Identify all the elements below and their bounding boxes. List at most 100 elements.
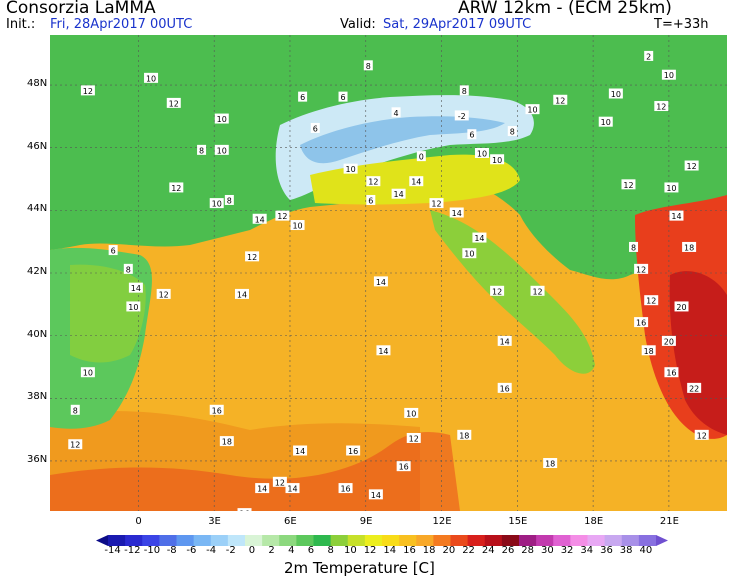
- isotherm-label: 8: [629, 241, 639, 252]
- colorbar-swatch: [313, 535, 332, 546]
- colorbar-tick-label: 22: [462, 545, 475, 556]
- colorbar-swatch: [553, 535, 571, 546]
- colorbar-swatch: [501, 535, 520, 546]
- svg-text:10: 10: [83, 369, 93, 378]
- colorbar-max-arrow: [656, 535, 668, 546]
- svg-text:6: 6: [313, 124, 318, 133]
- isotherm-label: 10: [474, 148, 489, 159]
- isotherm-label: 14: [293, 445, 308, 456]
- colorbar-tick-label: 12: [363, 545, 377, 556]
- isotherm-labels: 1010121210810121081412106128141210141081…: [68, 50, 709, 511]
- colorbar-unit-label: 2m Temperature [C]: [284, 559, 435, 577]
- isotherm-label: 18: [543, 458, 558, 469]
- north-africa-land: [50, 432, 460, 511]
- colorbar-tick-label: -6: [186, 545, 197, 556]
- svg-text:14: 14: [376, 278, 386, 287]
- isotherm-label: 16: [338, 483, 353, 494]
- valid-value: Sat, 29Apr2017 09UTC: [383, 17, 532, 32]
- svg-text:12: 12: [275, 478, 285, 487]
- svg-text:10: 10: [212, 200, 222, 209]
- isotherm-label: 14: [255, 483, 270, 494]
- svg-text:16: 16: [399, 463, 409, 472]
- svg-text:12: 12: [636, 265, 646, 274]
- greece-hot-core: [669, 271, 727, 435]
- isotherm-label: 10: [404, 407, 419, 418]
- isotherm-label: 10: [126, 301, 141, 312]
- isotherm-label: 14: [376, 345, 391, 356]
- svg-text:12: 12: [623, 181, 633, 190]
- svg-text:0: 0: [419, 153, 424, 162]
- isotherm-label: 8: [224, 194, 234, 205]
- isotherm-label: 6: [108, 245, 118, 256]
- svg-text:16: 16: [636, 319, 646, 328]
- latitude-label: 42N: [27, 266, 48, 277]
- isotherm-label: 18: [457, 429, 472, 440]
- isotherm-label: -2: [454, 110, 469, 121]
- colorbar-tick-label: 38: [619, 545, 633, 556]
- model-title: ARW 12km - (ECM 25km): [458, 0, 672, 18]
- colorbar-swatch: [347, 535, 366, 546]
- isotherm-label: 12: [80, 85, 95, 96]
- isotherm-label: 10: [144, 72, 159, 83]
- longitude-label: 15E: [508, 516, 528, 527]
- colorbar-swatch: [536, 535, 554, 546]
- svg-text:8: 8: [366, 62, 371, 71]
- isotherm-label: 12: [156, 288, 171, 299]
- isotherm-label: 10: [214, 113, 229, 124]
- colorbar-swatch: [108, 535, 126, 546]
- svg-text:20: 20: [664, 337, 674, 346]
- svg-text:10: 10: [128, 303, 138, 312]
- isotherm-label: 12: [275, 210, 290, 221]
- isotherm-label: 14: [373, 276, 388, 287]
- svg-text:8: 8: [126, 265, 131, 274]
- svg-text:22: 22: [689, 384, 699, 393]
- isotherm-label: 18: [682, 241, 697, 252]
- svg-text:12: 12: [697, 431, 707, 440]
- colorbar-tick-label: 34: [580, 545, 594, 556]
- svg-text:14: 14: [671, 212, 681, 221]
- svg-text:6: 6: [111, 247, 116, 256]
- isotherm-label: 10: [209, 198, 224, 209]
- isotherm-label: 18: [641, 345, 656, 356]
- svg-text:10: 10: [217, 146, 227, 155]
- svg-text:4: 4: [394, 109, 399, 118]
- isotherm-label: 12: [644, 295, 659, 306]
- svg-text:10: 10: [611, 90, 621, 99]
- isotherm-label: 22: [687, 382, 702, 393]
- longitude-label: 6E: [283, 516, 297, 527]
- svg-text:-2: -2: [458, 112, 466, 121]
- colorbar-swatch: [330, 535, 349, 546]
- colorbar-tick-label: 24: [481, 545, 495, 556]
- longitude-label: 0: [135, 516, 142, 527]
- colorbar-tick-label: 36: [600, 545, 613, 556]
- colorbar-swatch: [364, 535, 383, 546]
- colorbar-swatch: [382, 535, 400, 546]
- svg-text:16: 16: [500, 384, 510, 393]
- isotherm-label: 18: [219, 436, 234, 447]
- isotherm-label: 8: [123, 263, 133, 274]
- isotherm-label: 14: [449, 207, 464, 218]
- svg-text:12: 12: [687, 162, 697, 171]
- svg-text:18: 18: [222, 438, 232, 447]
- svg-text:12: 12: [646, 297, 656, 306]
- longitude-label: 12E: [432, 516, 452, 527]
- colorbar-tick-label: 32: [560, 545, 574, 556]
- svg-text:6: 6: [368, 196, 373, 205]
- svg-text:12: 12: [492, 287, 502, 296]
- isotherm-label: 10: [462, 248, 477, 259]
- isotherm-label: 14: [669, 210, 684, 221]
- isotherm-label: 16: [497, 382, 512, 393]
- svg-text:14: 14: [500, 337, 510, 346]
- iberia-interior: [70, 264, 146, 363]
- isotherm-label: 14: [409, 176, 424, 187]
- latitude-label: 40N: [27, 328, 48, 340]
- colorbar-swatch: [210, 535, 229, 546]
- isotherm-label: 12: [366, 176, 381, 187]
- svg-text:10: 10: [146, 74, 156, 83]
- svg-text:18: 18: [644, 347, 654, 356]
- isotherm-label: 10: [490, 154, 505, 165]
- temperature-map: 1010121210810121081412106128141210141081…: [50, 35, 727, 511]
- isotherm-label: 12: [245, 251, 260, 262]
- isotherm-label: 10: [343, 163, 358, 174]
- svg-text:10: 10: [292, 222, 302, 231]
